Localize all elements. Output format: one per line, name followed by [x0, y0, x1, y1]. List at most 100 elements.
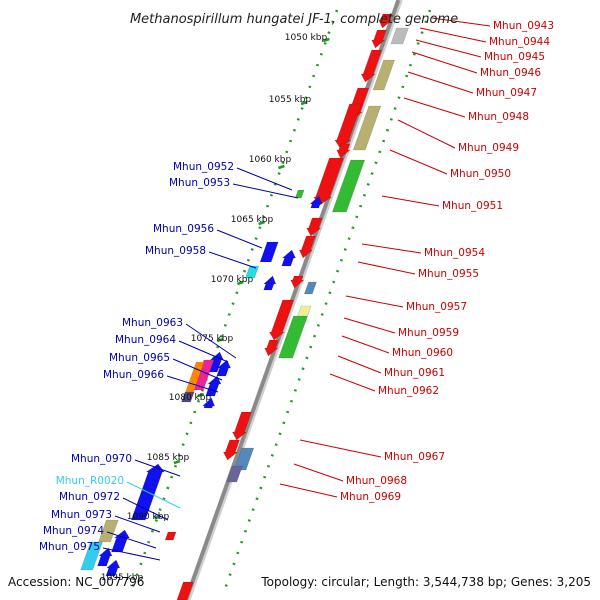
- gene-label-forward[interactable]: Mhun_0943: [493, 20, 554, 32]
- gene-label-forward[interactable]: Mhun_0961: [384, 367, 445, 379]
- scale-tick: [236, 280, 244, 286]
- gene-label-reverse[interactable]: Mhun_0966: [103, 369, 164, 381]
- gene-label-forward[interactable]: Mhun_0951: [442, 200, 503, 212]
- gene-feature: [205, 375, 222, 397]
- gene-feature: [390, 27, 409, 45]
- scale-tick: [197, 392, 205, 398]
- gene-feature: [268, 299, 295, 341]
- gene-leader-line: [341, 335, 390, 354]
- gene-leader-line: [279, 483, 338, 498]
- gene-leader-line: [357, 261, 416, 275]
- gene-feature: [259, 241, 279, 263]
- gene-leader-line: [329, 373, 376, 392]
- gene-feature: [98, 519, 119, 543]
- gene-feature: [263, 275, 277, 291]
- gene-feature: [264, 339, 279, 357]
- gene-label-reverse[interactable]: Mhun_0975: [39, 541, 100, 553]
- scale-label: 1085 kbp: [147, 453, 190, 463]
- gene-feature: [231, 411, 252, 441]
- scale-tick: [216, 337, 224, 343]
- gene-feature: [105, 559, 121, 577]
- gene-leader-line: [389, 149, 448, 175]
- gene-feature: [371, 29, 387, 49]
- gene-label-forward[interactable]: Mhun_0968: [346, 475, 407, 487]
- gene-feature: [245, 265, 260, 279]
- gene-feature: [278, 315, 308, 359]
- gene-label-reverse[interactable]: Mhun_0963: [122, 317, 183, 329]
- gene-label-forward[interactable]: Mhun_0969: [340, 491, 401, 503]
- gene-feature: [360, 49, 383, 83]
- gene-label-reverse[interactable]: Mhun_R0020: [56, 475, 124, 487]
- gene-label-forward[interactable]: Mhun_0945: [484, 51, 545, 63]
- gene-feature: [97, 547, 113, 567]
- gene-leader-line: [299, 439, 382, 458]
- gene-leader-line: [361, 243, 422, 254]
- gene-label-forward[interactable]: Mhun_0954: [424, 247, 485, 259]
- scale-tick: [258, 220, 266, 226]
- gene-feature: [294, 189, 305, 199]
- gene-label-reverse[interactable]: Mhun_0974: [43, 525, 104, 537]
- gene-label-reverse[interactable]: Mhun_0958: [145, 245, 206, 257]
- gene-label-forward[interactable]: Mhun_0948: [468, 111, 529, 123]
- gene-label-reverse[interactable]: Mhun_0972: [59, 491, 120, 503]
- gene-feature: [306, 217, 323, 237]
- scale-label: 1075 kbp: [191, 334, 234, 344]
- gene-label-reverse[interactable]: Mhun_0952: [173, 161, 234, 173]
- gene-feature: [331, 159, 366, 213]
- gene-feature: [80, 541, 103, 571]
- gene-leader-line: [397, 119, 456, 149]
- gene-label-reverse[interactable]: Mhun_0970: [71, 453, 132, 465]
- gene-label-forward[interactable]: Mhun_0944: [489, 36, 550, 48]
- gene-label-reverse[interactable]: Mhun_0965: [109, 352, 170, 364]
- gene-label-reverse[interactable]: Mhun_0953: [169, 177, 230, 189]
- gene-label-forward[interactable]: Mhun_0967: [384, 451, 445, 463]
- topology-summary-text: Topology: circular; Length: 3,544,738 bp…: [260, 575, 591, 589]
- scale-label: 1080 kbp: [169, 393, 212, 403]
- gene-feature: [313, 157, 344, 206]
- gene-feature: [111, 529, 130, 553]
- scale-dotted-line: [222, 9, 432, 593]
- gene-leader-line: [415, 39, 482, 58]
- gene-leader-line: [166, 375, 219, 393]
- gene-label-reverse[interactable]: Mhun_0973: [51, 509, 112, 521]
- gene-leader-line: [293, 463, 344, 482]
- gene-leader-line: [381, 195, 440, 207]
- gene-label-forward[interactable]: Mhun_0960: [392, 347, 453, 359]
- gene-feature: [378, 13, 393, 29]
- gene-feature: [372, 59, 396, 91]
- gene-label-forward[interactable]: Mhun_0959: [398, 327, 459, 339]
- gene-leader-line: [102, 547, 161, 561]
- gene-label-forward[interactable]: Mhun_0957: [406, 301, 467, 313]
- gene-label-forward[interactable]: Mhun_0955: [418, 268, 479, 280]
- gene-label-forward[interactable]: Mhun_0949: [458, 142, 519, 154]
- scale-tick: [322, 37, 330, 43]
- gene-leader-line: [345, 295, 404, 308]
- backbone-shadow: [187, 0, 403, 600]
- gene-leader-line: [216, 229, 263, 249]
- gene-leader-line: [236, 167, 293, 191]
- gene-feature: [352, 105, 382, 151]
- gene-leader-line: [178, 340, 229, 363]
- gene-leader-line: [114, 515, 161, 533]
- gene-feature: [216, 359, 232, 377]
- gene-leader-line: [106, 531, 157, 549]
- gene-label-forward[interactable]: Mhun_0947: [476, 87, 537, 99]
- gene-leader-line: [403, 97, 466, 118]
- gene-label-forward[interactable]: Mhun_0946: [480, 67, 541, 79]
- gene-feature: [164, 531, 177, 541]
- accession-text: Accession: NC_007796: [8, 575, 144, 589]
- gene-leader-line: [185, 323, 237, 359]
- scale-label: 1050 kbp: [285, 33, 328, 43]
- gene-label-reverse[interactable]: Mhun_0964: [115, 334, 176, 346]
- gene-feature: [303, 281, 317, 295]
- gene-feature: [181, 391, 195, 403]
- scale-label: 1055 kbp: [269, 95, 312, 105]
- gene-feature: [309, 195, 323, 209]
- scale-dotted-lines: [129, 9, 432, 593]
- gene-leader-line: [419, 27, 487, 43]
- scale-label: 1090 kbp: [127, 512, 170, 522]
- gene-label-reverse[interactable]: Mhun_0956: [153, 223, 214, 235]
- gene-label-forward[interactable]: Mhun_0962: [378, 385, 439, 397]
- gene-label-forward[interactable]: Mhun_0950: [450, 168, 511, 180]
